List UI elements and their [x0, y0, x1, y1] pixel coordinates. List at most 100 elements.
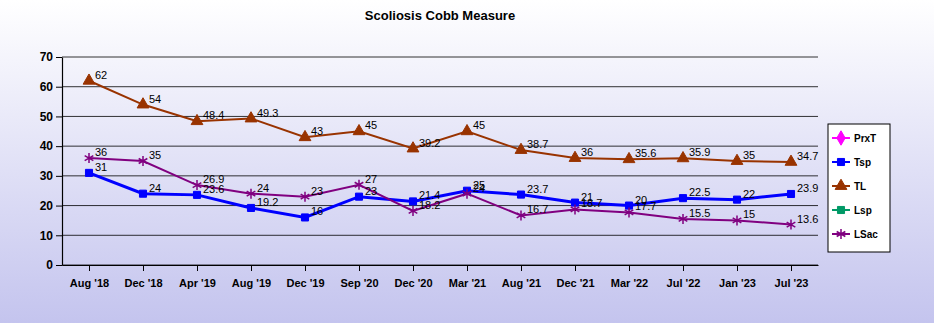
marker	[139, 190, 146, 197]
marker	[679, 195, 686, 202]
data-label: 48.4	[203, 109, 224, 121]
x-tick: Aug '21	[502, 265, 541, 289]
data-label: 22.5	[689, 186, 710, 198]
data-label: 62	[95, 69, 107, 81]
legend: PrxTTspTLLspLSac	[828, 124, 890, 252]
x-tick-mark	[467, 265, 468, 271]
marker	[787, 220, 796, 230]
grid-line	[62, 57, 818, 58]
marker	[731, 154, 743, 164]
legend-marker	[837, 206, 844, 213]
x-tick: Jan '23	[719, 265, 756, 289]
x-tick-mark	[629, 265, 630, 271]
y-tick-mark	[56, 57, 62, 58]
grid-line	[62, 235, 818, 236]
legend-box	[828, 124, 890, 252]
y-tick-mark	[56, 265, 62, 266]
data-label: 45	[365, 119, 377, 131]
data-label: 35	[743, 149, 755, 161]
data-label: 16.7	[527, 203, 548, 215]
x-tick-label: Aug '18	[70, 277, 109, 289]
x-tick: Dec '21	[556, 265, 594, 289]
x-tick-mark	[521, 265, 522, 271]
x-tick-mark	[359, 265, 360, 271]
marker	[83, 74, 95, 84]
data-label: 15	[743, 208, 755, 220]
legend-label: LSac	[854, 229, 878, 240]
y-tick-label: 20	[40, 199, 54, 213]
y-tick-mark	[56, 235, 62, 236]
marker	[461, 124, 473, 134]
x-tick-mark	[89, 265, 90, 271]
y-tick-label: 40	[40, 139, 54, 153]
data-label: 16	[311, 205, 323, 217]
chart: Scoliosis Cobb Measure010203040506070Aug…	[0, 0, 934, 323]
series-line	[89, 173, 791, 218]
x-tick-mark	[737, 265, 738, 271]
marker	[137, 98, 149, 108]
y-tick-mark	[56, 146, 62, 147]
x-tick: Dec '18	[124, 265, 162, 289]
marker	[139, 156, 148, 166]
data-label: 45	[473, 119, 485, 131]
y-tick-label: 0	[46, 258, 53, 272]
data-label: 15.5	[689, 207, 710, 219]
marker	[517, 191, 524, 198]
x-tick-label: Jan '23	[719, 277, 756, 289]
y-tick: 60	[40, 80, 62, 94]
x-tick-label: Dec '21	[556, 277, 594, 289]
plot: 010203040506070Aug '18Dec '18Apr '19Aug …	[40, 50, 819, 288]
marker	[679, 214, 688, 224]
x-axis-line	[63, 265, 819, 266]
series-line	[89, 158, 791, 225]
data-label: 19.2	[257, 196, 278, 208]
marker	[785, 155, 797, 165]
data-label: 23	[365, 185, 377, 197]
x-tick-label: Sep '20	[340, 277, 378, 289]
x-tick: Apr '19	[179, 265, 216, 289]
y-tick: 0	[46, 258, 62, 272]
data-label: 24	[473, 182, 485, 194]
data-label: 24	[257, 182, 269, 194]
legend-marker	[837, 131, 845, 145]
x-tick-mark	[305, 265, 306, 271]
x-tick: Jul '22	[667, 265, 701, 289]
x-tick-label: Dec '19	[286, 277, 324, 289]
data-labels: 312423.619.2162321.42523.7212022.52223.9…	[95, 69, 818, 225]
marker	[787, 190, 794, 197]
marker	[193, 180, 202, 190]
x-tick-label: Jul '22	[667, 277, 701, 289]
marker	[571, 204, 580, 214]
y-tick: 10	[40, 229, 62, 243]
data-label: 31	[95, 161, 107, 173]
marker	[247, 189, 256, 199]
title: Scoliosis Cobb Measure	[365, 8, 515, 23]
x-tick-mark	[791, 265, 792, 271]
grid-line	[62, 116, 818, 117]
x-tick-mark	[197, 265, 198, 271]
y-tick-mark	[56, 176, 62, 177]
data-label: 23.9	[797, 182, 818, 194]
series-marks	[83, 74, 797, 230]
x-tick-mark	[413, 265, 414, 271]
y-tick: 20	[40, 199, 62, 213]
y-tick: 70	[40, 50, 62, 64]
marker	[515, 143, 527, 153]
marker	[245, 112, 257, 122]
marker	[625, 207, 634, 217]
y-tick: 30	[40, 169, 62, 183]
marker	[85, 153, 94, 163]
y-tick-label: 30	[40, 169, 54, 183]
legend-label: Lsp	[854, 205, 872, 216]
marker	[353, 124, 365, 134]
x-axis: Aug '18Dec '18Apr '19Aug '19Dec '19Sep '…	[63, 265, 819, 289]
marker	[463, 189, 472, 199]
data-label: 35.9	[689, 146, 710, 158]
legend-marker	[837, 229, 846, 239]
legend-marker	[835, 179, 847, 189]
grid-line	[62, 86, 818, 87]
marker	[247, 204, 254, 211]
data-label: 27	[365, 173, 377, 185]
y-tick: 40	[40, 139, 62, 153]
data-label: 26.9	[203, 173, 224, 185]
